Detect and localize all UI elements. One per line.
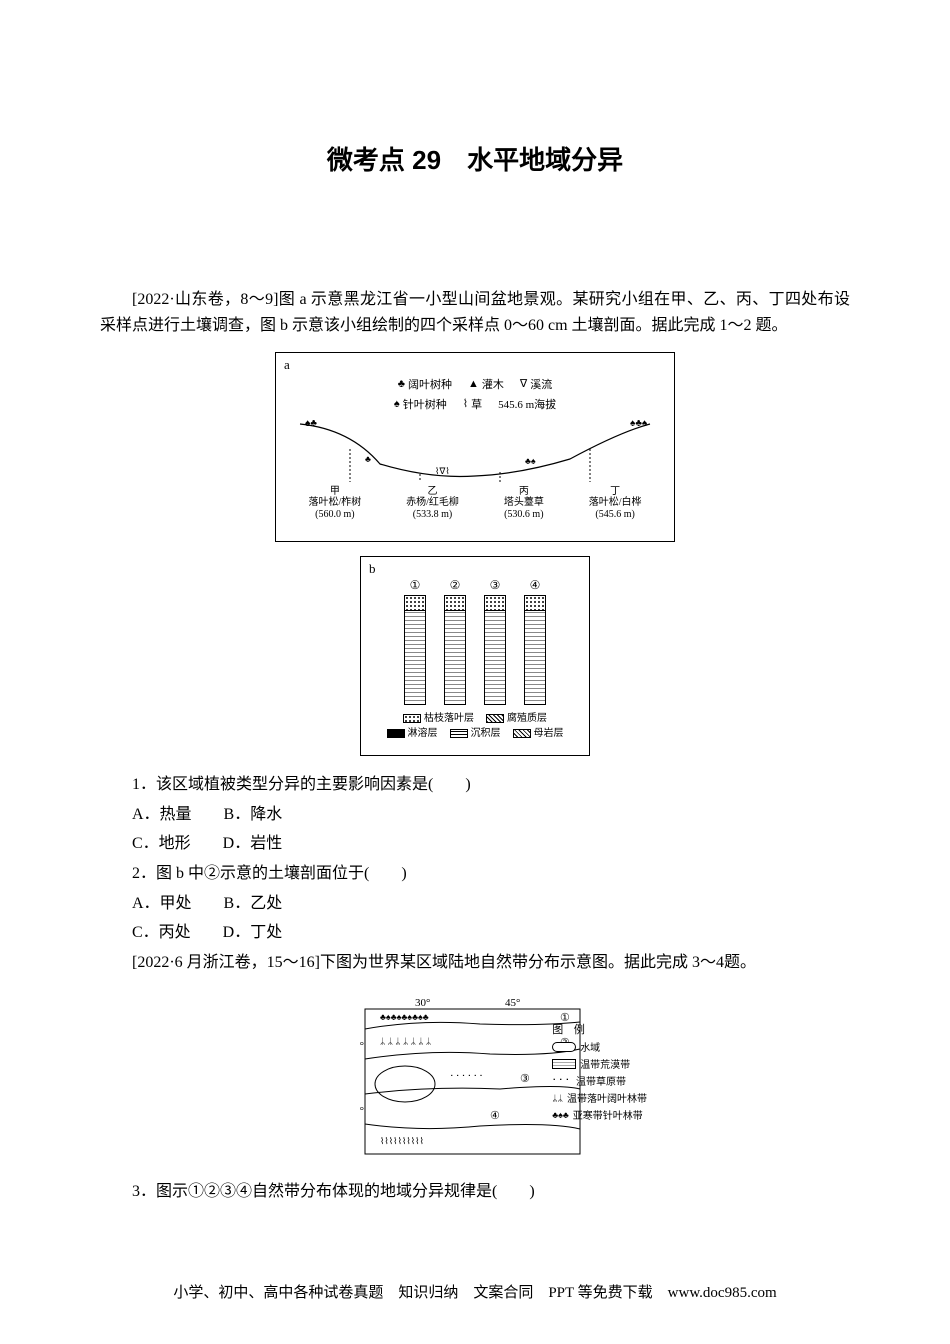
stream-icon: ∇ [520,377,527,390]
legend-text: 母岩层 [534,728,564,739]
site-alt: (560.0 m) [315,509,354,520]
figure-a-label: a [284,357,290,373]
legend-text: 沉积层 [471,728,501,739]
site-alt: (545.6 m) [595,509,634,520]
question-1: 1．该区域植被类型分异的主要影响因素是( ) A．热量 B．降水 C．地形 D．… [100,770,850,859]
litter-swatch [403,714,421,723]
legend-label: 灌木 [482,376,504,392]
svg-text:♠♣♠: ♠♣♠ [630,418,648,429]
svg-text:⌇⌇⌇⌇⌇⌇⌇⌇⌇⌇: ⌇⌇⌇⌇⌇⌇⌇⌇⌇⌇ [380,1136,424,1146]
legend-text: 水域 [580,1039,600,1054]
svg-text:③: ③ [520,1073,530,1085]
legend-label: 545.6 m海拔 [498,396,556,412]
legend-text: 亚寒带针叶林带 [573,1107,643,1122]
svg-text:⠂⠂⠂⠂⠂⠂: ⠂⠂⠂⠂⠂⠂ [450,1072,485,1081]
q1-stem: 1．该区域植被类型分异的主要影响因素是( ) [100,770,850,800]
q2-options-cd: C．丙处 D．丁处 [100,918,850,948]
soil-legend: 枯枝落叶层 腐殖质层 淋溶层 沉积层 母岩层 [387,711,564,741]
svg-text:55°: 55° [360,1040,364,1052]
soil-columns: ① ② ③ ④ [404,578,546,705]
figure-c: 30° 45° 55° 50° ① ② ③ ④ ♣♠♣♠♣♠♣♠♣ ᛦ ᛦ ᛦ … [295,989,655,1169]
page-title: 微考点 29 水平地域分异 [100,140,850,177]
shrub-icon: ▲ [468,378,479,390]
legend-label: 溪流 [530,376,552,392]
svg-text:♣♠♣♠♣♠♣♠♣: ♣♠♣♠♣♠♣♠♣ [380,1012,429,1022]
humus-swatch [486,714,504,723]
steppe-icon: ⠂⠂⠂ [552,1075,572,1086]
parent-swatch [513,729,531,738]
soil-profile-3 [484,595,506,705]
intro-paragraph-2: [2022·6 月浙江卷，15～16]下图为世界某区域陆地自然带分布示意图。据此… [100,950,850,976]
site-veg: 塔头薹草 [504,497,544,508]
eluvial-swatch [387,729,405,738]
svg-text:④: ④ [490,1110,500,1122]
site-name: 乙 [428,486,438,497]
page-footer: 小学、初中、高中各种试卷真题 知识归纳 文案合同 PPT 等免费下载 www.d… [100,1281,850,1302]
question-3: 3．图示①②③④自然带分布体现的地域分异规律是( ) [100,1177,850,1207]
figure-b: b ① ② ③ ④ 枯枝落叶层 腐殖质层 淋溶层 沉积层 母岩层 [360,556,590,756]
site-veg: 落叶松/柞树 [308,497,361,508]
soil-profile-4 [524,595,546,705]
soil-col-num: ④ [530,578,541,593]
svg-text:ᛦ ᛦ ᛦ ᛦ ᛦ ᛦ ᛦ: ᛦ ᛦ ᛦ ᛦ ᛦ ᛦ ᛦ [380,1036,431,1046]
svg-text:45°: 45° [505,997,520,1009]
conifer-icon: ♠ [394,398,400,410]
site-name: 甲 [330,486,340,497]
legend-text: 温带落叶阔叶林带 [567,1090,647,1105]
q3-stem: 3．图示①②③④自然带分布体现的地域分异规律是( ) [100,1177,850,1207]
legend-text: 枯枝落叶层 [424,713,474,724]
grass-icon: ⌇ [463,397,468,410]
legend-text: 腐殖质层 [507,713,547,724]
svg-text:30°: 30° [415,997,430,1009]
soil-col-num: ③ [490,578,501,593]
svg-text:♠♣: ♠♣ [305,418,317,429]
site-name: 丁 [610,486,620,497]
site-labels: 甲落叶松/柞树(560.0 m) 乙赤杨/红毛柳(533.8 m) 丙塔头薹草(… [276,486,674,521]
svg-text:♣♠: ♣♠ [525,456,536,466]
site-veg: 赤杨/红毛柳 [406,497,459,508]
figure-a-legend-row1: ♣阔叶树种 ▲灌木 ∇溪流 [398,376,552,392]
q1-options-ab: A．热量 B．降水 [100,800,850,830]
water-swatch [552,1042,576,1052]
broadleaf-icon: ♣ [398,378,405,390]
deposit-swatch [450,729,468,738]
figure-a-legend-row2: ♠针叶树种 ⌇草 545.6 m海拔 [394,396,556,412]
q2-options-ab: A．甲处 B．乙处 [100,889,850,919]
legend-text: 温带草原带 [576,1073,626,1088]
taiga-icon: ♣♠♣ [552,1110,569,1120]
site-alt: (533.8 m) [413,509,452,520]
question-2: 2．图 b 中②示意的土壤剖面位于( ) A．甲处 B．乙处 C．丙处 D．丁处 [100,859,850,948]
site-veg: 落叶松/白桦 [589,497,642,508]
svg-text:50°: 50° [360,1105,364,1117]
soil-profile-1 [404,595,426,705]
soil-col-num: ① [410,578,421,593]
site-name: 丙 [519,486,529,497]
q1-options-cd: C．地形 D．岩性 [100,829,850,859]
svg-text:⌇∇⌇: ⌇∇⌇ [435,466,450,476]
decid-icon: ᛦᛦ [552,1093,563,1103]
legend-text: 淋溶层 [408,728,438,739]
legend-label: 阔叶树种 [408,376,452,392]
q2-stem: 2．图 b 中②示意的土壤剖面位于( ) [100,859,850,889]
soil-profile-2 [444,595,466,705]
intro-paragraph-1: [2022·山东卷，8～9]图 a 示意黑龙江省一小型山间盆地景观。某研究小组在… [100,287,850,338]
desert-swatch [552,1059,576,1069]
soil-col-num: ② [450,578,461,593]
legend-text: 温带荒漠带 [580,1056,630,1071]
map-legend-title: 图 例 [552,1021,647,1037]
figure-a: a ♣阔叶树种 ▲灌木 ∇溪流 ♠针叶树种 ⌇草 545.6 m海拔 ♠♣ ♣ … [275,352,675,542]
basin-profile-svg: ♠♣ ♣ ⌇∇⌇ ♣♠ ♠♣♠ [290,414,660,484]
legend-label: 草 [471,396,482,412]
legend-label: 针叶树种 [403,396,447,412]
svg-text:♣: ♣ [365,454,371,464]
map-legend: 图 例 水域 温带荒漠带 ⠂⠂⠂ 温带草原带 ᛦᛦ 温带落叶阔叶林带 ♣♠♣ 亚寒带针… [552,1019,647,1124]
site-alt: (530.6 m) [504,509,543,520]
figure-b-label: b [369,561,376,577]
